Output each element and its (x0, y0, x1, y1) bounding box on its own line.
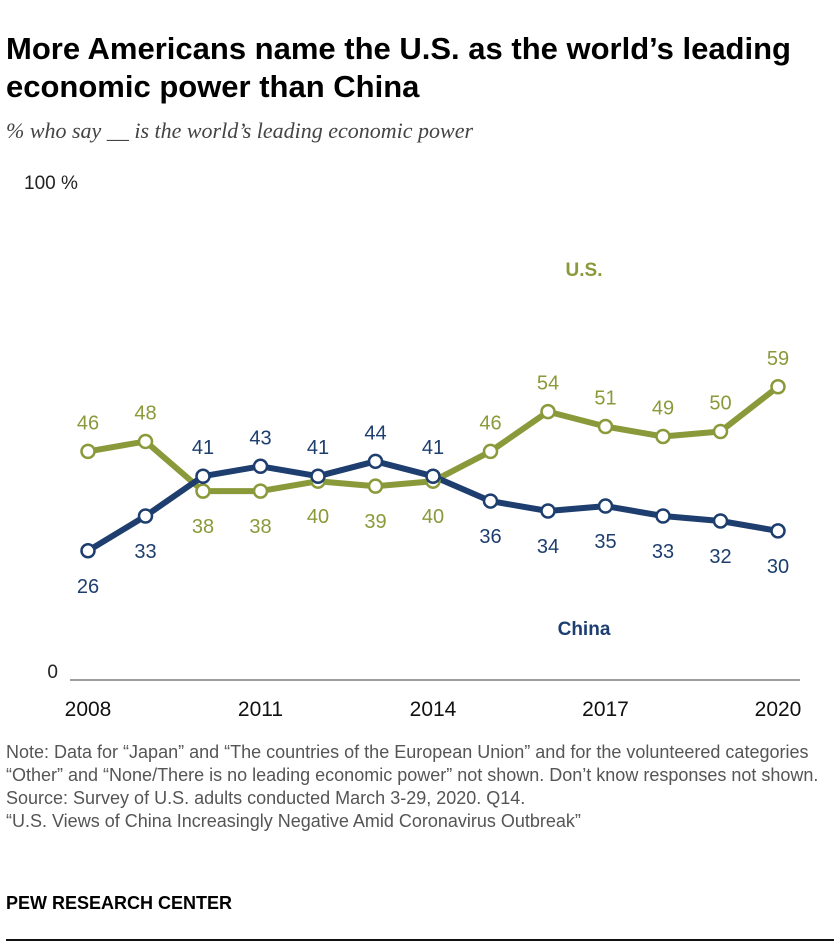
point-china-2010 (195, 468, 211, 484)
chart-data-labels: 46 48 38 38 40 39 40 46 54 51 49 50 59 26 33 41 43 41 44 41… (77, 260, 789, 640)
data-label-us-2020: 59 (767, 348, 789, 370)
x-tick-label-2011: 2011 (238, 698, 283, 720)
point-us-2008 (80, 443, 96, 460)
y-tick-label-0: 0 (47, 662, 58, 683)
point-china-2020 (770, 523, 786, 539)
point-us-2011 (252, 483, 269, 499)
x-tick-label-2017: 2017 (582, 698, 629, 720)
data-label-china-2019: 32 (709, 546, 731, 568)
x-tick-label-2020: 2020 (755, 698, 802, 720)
note-text: Note: Data for “Japan” and “The countrie… (6, 742, 819, 785)
brand-logo-text: PEW RESEARCH CENTER (6, 893, 233, 913)
x-tick-label-2008: 2008 (65, 698, 112, 720)
series-label-us: U.S. (566, 260, 603, 281)
chart-notes: Note: Data for “Japan” and “The countrie… (6, 741, 836, 833)
data-label-china-2016: 34 (537, 536, 559, 558)
chart-subtitle: % who say __ is the world’s leading econ… (6, 118, 474, 143)
point-china-2011 (252, 458, 269, 475)
data-label-china-2015: 36 (479, 526, 501, 548)
point-us-2010 (195, 483, 211, 499)
point-china-2019 (712, 513, 729, 529)
report-title: “U.S. Views of China Increasingly Negati… (6, 811, 581, 831)
point-china-2015 (482, 493, 499, 509)
data-label-us-2013: 39 (364, 511, 386, 533)
source-text: Source: Survey of U.S. adults conducted … (6, 788, 526, 808)
point-china-2012 (310, 468, 326, 484)
data-label-us-2009: 48 (134, 402, 156, 424)
point-us-2015 (482, 443, 499, 460)
point-us-2019 (712, 423, 729, 440)
point-china-2017 (597, 498, 614, 514)
point-us-2013 (367, 478, 384, 494)
y-tick-label-100: 100 % (24, 173, 78, 194)
chart-axes: 0 100 % 2008 2011 2014 2017 2020 (24, 173, 801, 720)
point-china-2016 (540, 503, 556, 519)
data-label-us-2012: 40 (307, 506, 329, 528)
data-label-us-2019: 50 (709, 393, 731, 415)
data-label-us-2011: 38 (249, 516, 271, 538)
data-label-china-2020: 30 (767, 556, 789, 578)
data-label-china-2017: 35 (594, 531, 616, 553)
point-china-2014 (425, 468, 441, 484)
chart-points (80, 379, 786, 559)
series-label-china: China (558, 619, 611, 640)
point-us-2016 (540, 403, 556, 420)
data-label-us-2014: 40 (422, 506, 444, 528)
data-label-china-2008: 26 (77, 576, 99, 598)
data-label-us-2010: 38 (192, 516, 214, 538)
data-label-us-2017: 51 (594, 388, 616, 410)
data-label-us-2015: 46 (479, 412, 501, 434)
data-label-china-2018: 33 (652, 541, 674, 563)
point-us-2017 (597, 418, 614, 435)
point-us-2020 (770, 379, 786, 395)
data-label-us-2018: 49 (652, 397, 674, 419)
data-label-china-2013: 44 (364, 422, 386, 444)
point-us-2009 (137, 433, 154, 450)
point-china-2013 (367, 453, 384, 470)
bottom-divider (6, 939, 834, 941)
point-china-2008 (80, 543, 96, 559)
point-china-2018 (655, 508, 671, 524)
chart-title: More Americans name the U.S. as the worl… (6, 31, 791, 104)
data-label-china-2012: 41 (307, 437, 329, 459)
data-label-china-2009: 33 (134, 541, 156, 563)
point-china-2009 (137, 508, 154, 524)
data-label-china-2014: 41 (422, 437, 444, 459)
data-label-us-2016: 54 (537, 373, 559, 395)
point-us-2018 (655, 428, 671, 445)
data-label-china-2010: 41 (192, 437, 214, 459)
data-label-us-2008: 46 (77, 412, 99, 434)
data-label-china-2011: 43 (249, 427, 271, 449)
x-tick-label-2014: 2014 (410, 698, 457, 720)
